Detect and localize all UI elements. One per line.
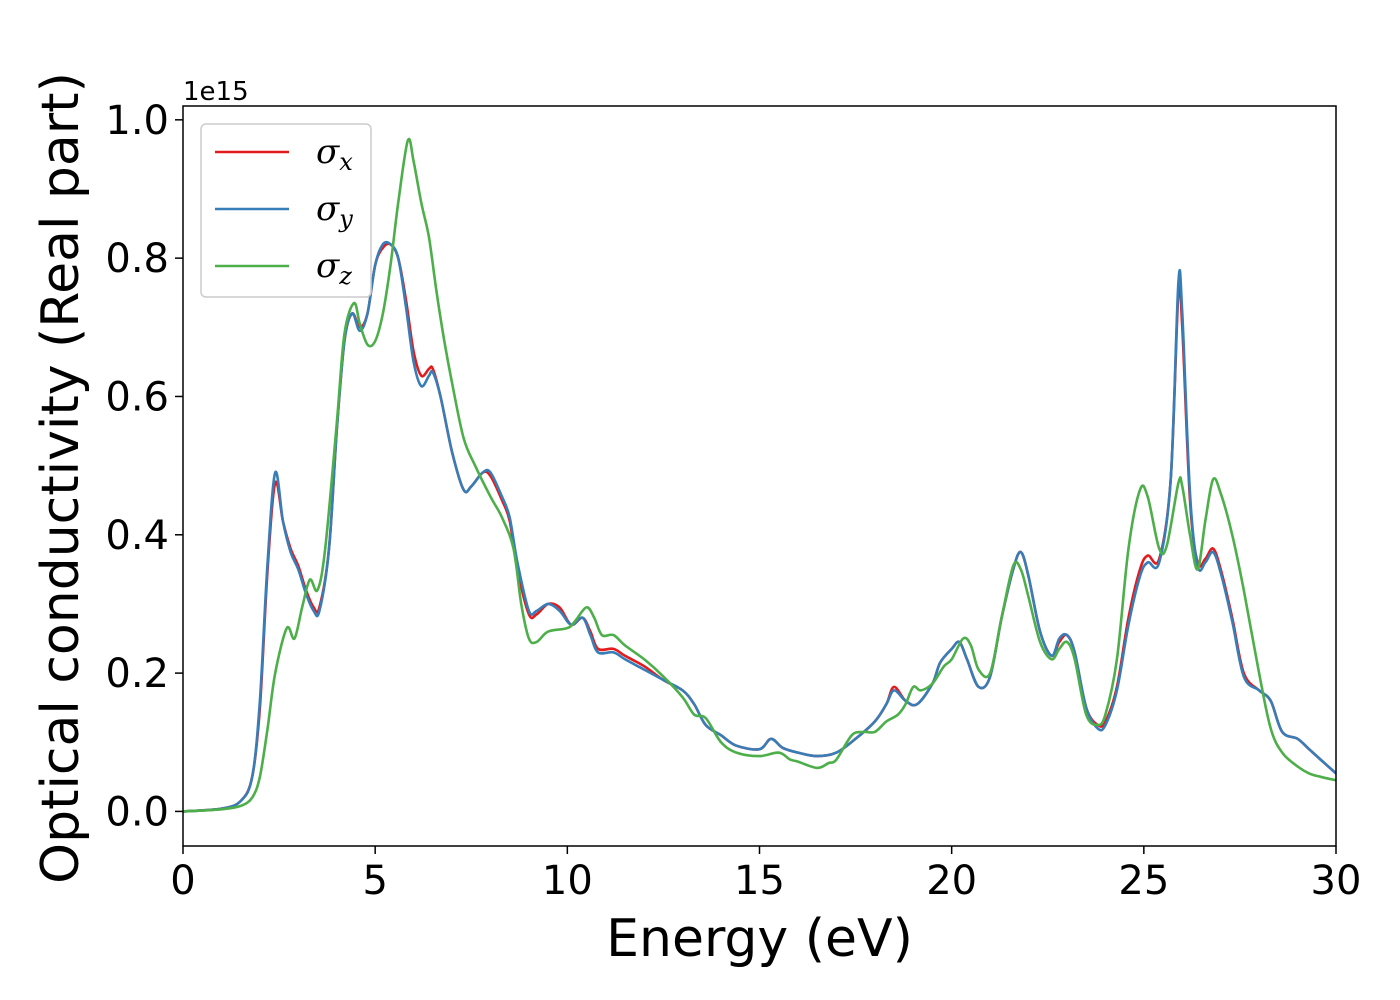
y-tick-label: 1.0 — [105, 98, 169, 144]
legend-items: σx σy σz — [215, 132, 353, 290]
x-tick-label: 20 — [926, 858, 977, 904]
legend: σx σy σz — [200, 123, 372, 298]
legend-label-z: σz — [316, 246, 352, 290]
legend-label-y: σy — [316, 189, 353, 233]
y-offset-label: 1e15 — [183, 77, 249, 107]
y-tick-label: 0.6 — [105, 374, 169, 420]
x-tick-label: 30 — [1311, 858, 1362, 904]
series-line-y — [183, 240, 1336, 813]
x-axis-title: Energy (eV) — [606, 909, 913, 969]
x-axis: 0 5 10 15 20 25 30 — [170, 846, 1361, 904]
x-tick-label: 0 — [170, 858, 195, 904]
y-axis-title: Optical conductivity (Real part) — [31, 72, 91, 884]
x-tick-label: 15 — [734, 858, 785, 904]
x-tick-label: 25 — [1118, 858, 1169, 904]
legend-label-x: σx — [316, 132, 353, 176]
y-tick-label: 0.0 — [105, 789, 169, 835]
y-axis: 0.0 0.2 0.4 0.6 0.8 1.0 — [105, 98, 183, 835]
series-layer — [183, 137, 1336, 813]
plot-background — [183, 106, 1336, 846]
legend-box — [200, 123, 372, 298]
y-tick-label: 0.2 — [105, 651, 169, 697]
x-tick-label: 5 — [362, 858, 387, 904]
x-tick-label: 10 — [542, 858, 593, 904]
y-tick-label: 0.8 — [105, 236, 169, 282]
y-tick-label: 0.4 — [105, 513, 169, 559]
series-line-z — [183, 137, 1336, 813]
